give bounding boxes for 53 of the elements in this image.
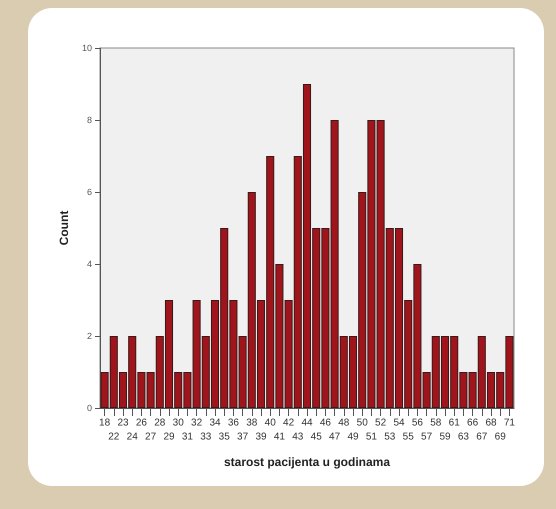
x-tick-label: 32 (191, 418, 203, 428)
x-tick-label: 27 (145, 432, 157, 442)
x-tick-label: 22 (108, 432, 120, 442)
y-tick-label: 4 (86, 259, 92, 269)
x-tick-label: 61 (448, 418, 460, 428)
x-tick-label: 33 (200, 432, 212, 442)
x-tick-label: 37 (237, 432, 249, 442)
x-tick-label: 66 (467, 418, 479, 428)
x-tick-label: 28 (154, 418, 166, 428)
x-tick-label: 30 (172, 418, 184, 428)
x-tick-label: 45 (310, 432, 322, 442)
x-axis-title: starost pacijenta u godinama (224, 455, 390, 469)
x-tick-label: 48 (338, 418, 350, 428)
x-tick-label: 56 (412, 418, 424, 428)
x-tick-label: 53 (384, 432, 396, 442)
y-tick-label: 2 (86, 331, 92, 341)
x-tick-label: 49 (347, 432, 359, 442)
x-tick-label: 46 (320, 418, 332, 428)
x-tick-label: 43 (292, 432, 304, 442)
x-tick-label: 57 (421, 432, 433, 442)
x-tick-label: 42 (283, 418, 295, 428)
x-tick-label: 44 (301, 418, 313, 428)
y-tick-label: 10 (82, 43, 92, 53)
x-tick-label: 50 (356, 418, 368, 428)
x-tick-label: 67 (476, 432, 488, 442)
x-tick-label: 63 (458, 432, 470, 442)
x-tick-label: 47 (329, 432, 341, 442)
y-tick-label: 0 (86, 403, 92, 413)
x-tick-label: 58 (430, 418, 442, 428)
x-tick-label: 54 (393, 418, 405, 428)
x-tick-label: 18 (99, 418, 111, 428)
x-tick-label: 59 (439, 432, 451, 442)
x-tick-label: 69 (494, 432, 506, 442)
y-axis-title: Count (57, 210, 71, 246)
x-tick-label: 68 (485, 418, 497, 428)
x-tick-label: 40 (264, 418, 276, 428)
x-tick-label: 31 (182, 432, 194, 442)
x-tick-label: 41 (274, 432, 286, 442)
x-tick-label: 24 (126, 432, 138, 442)
x-tick-label: 36 (228, 418, 240, 428)
y-tick-label: 6 (86, 187, 92, 197)
x-tick-label: 29 (163, 432, 175, 442)
x-tick-label: 52 (375, 418, 387, 428)
x-tick-label: 51 (366, 432, 378, 442)
x-tick-label: 39 (255, 432, 267, 442)
x-tick-label: 71 (504, 418, 516, 428)
x-tick-label: 23 (117, 418, 129, 428)
x-tick-label: 55 (402, 432, 414, 442)
x-tick-label: 38 (246, 418, 258, 428)
x-tick-label: 26 (136, 418, 148, 428)
y-tick-label: 8 (86, 115, 92, 125)
x-tick-label: 35 (218, 432, 230, 442)
x-tick-label: 34 (209, 418, 221, 428)
